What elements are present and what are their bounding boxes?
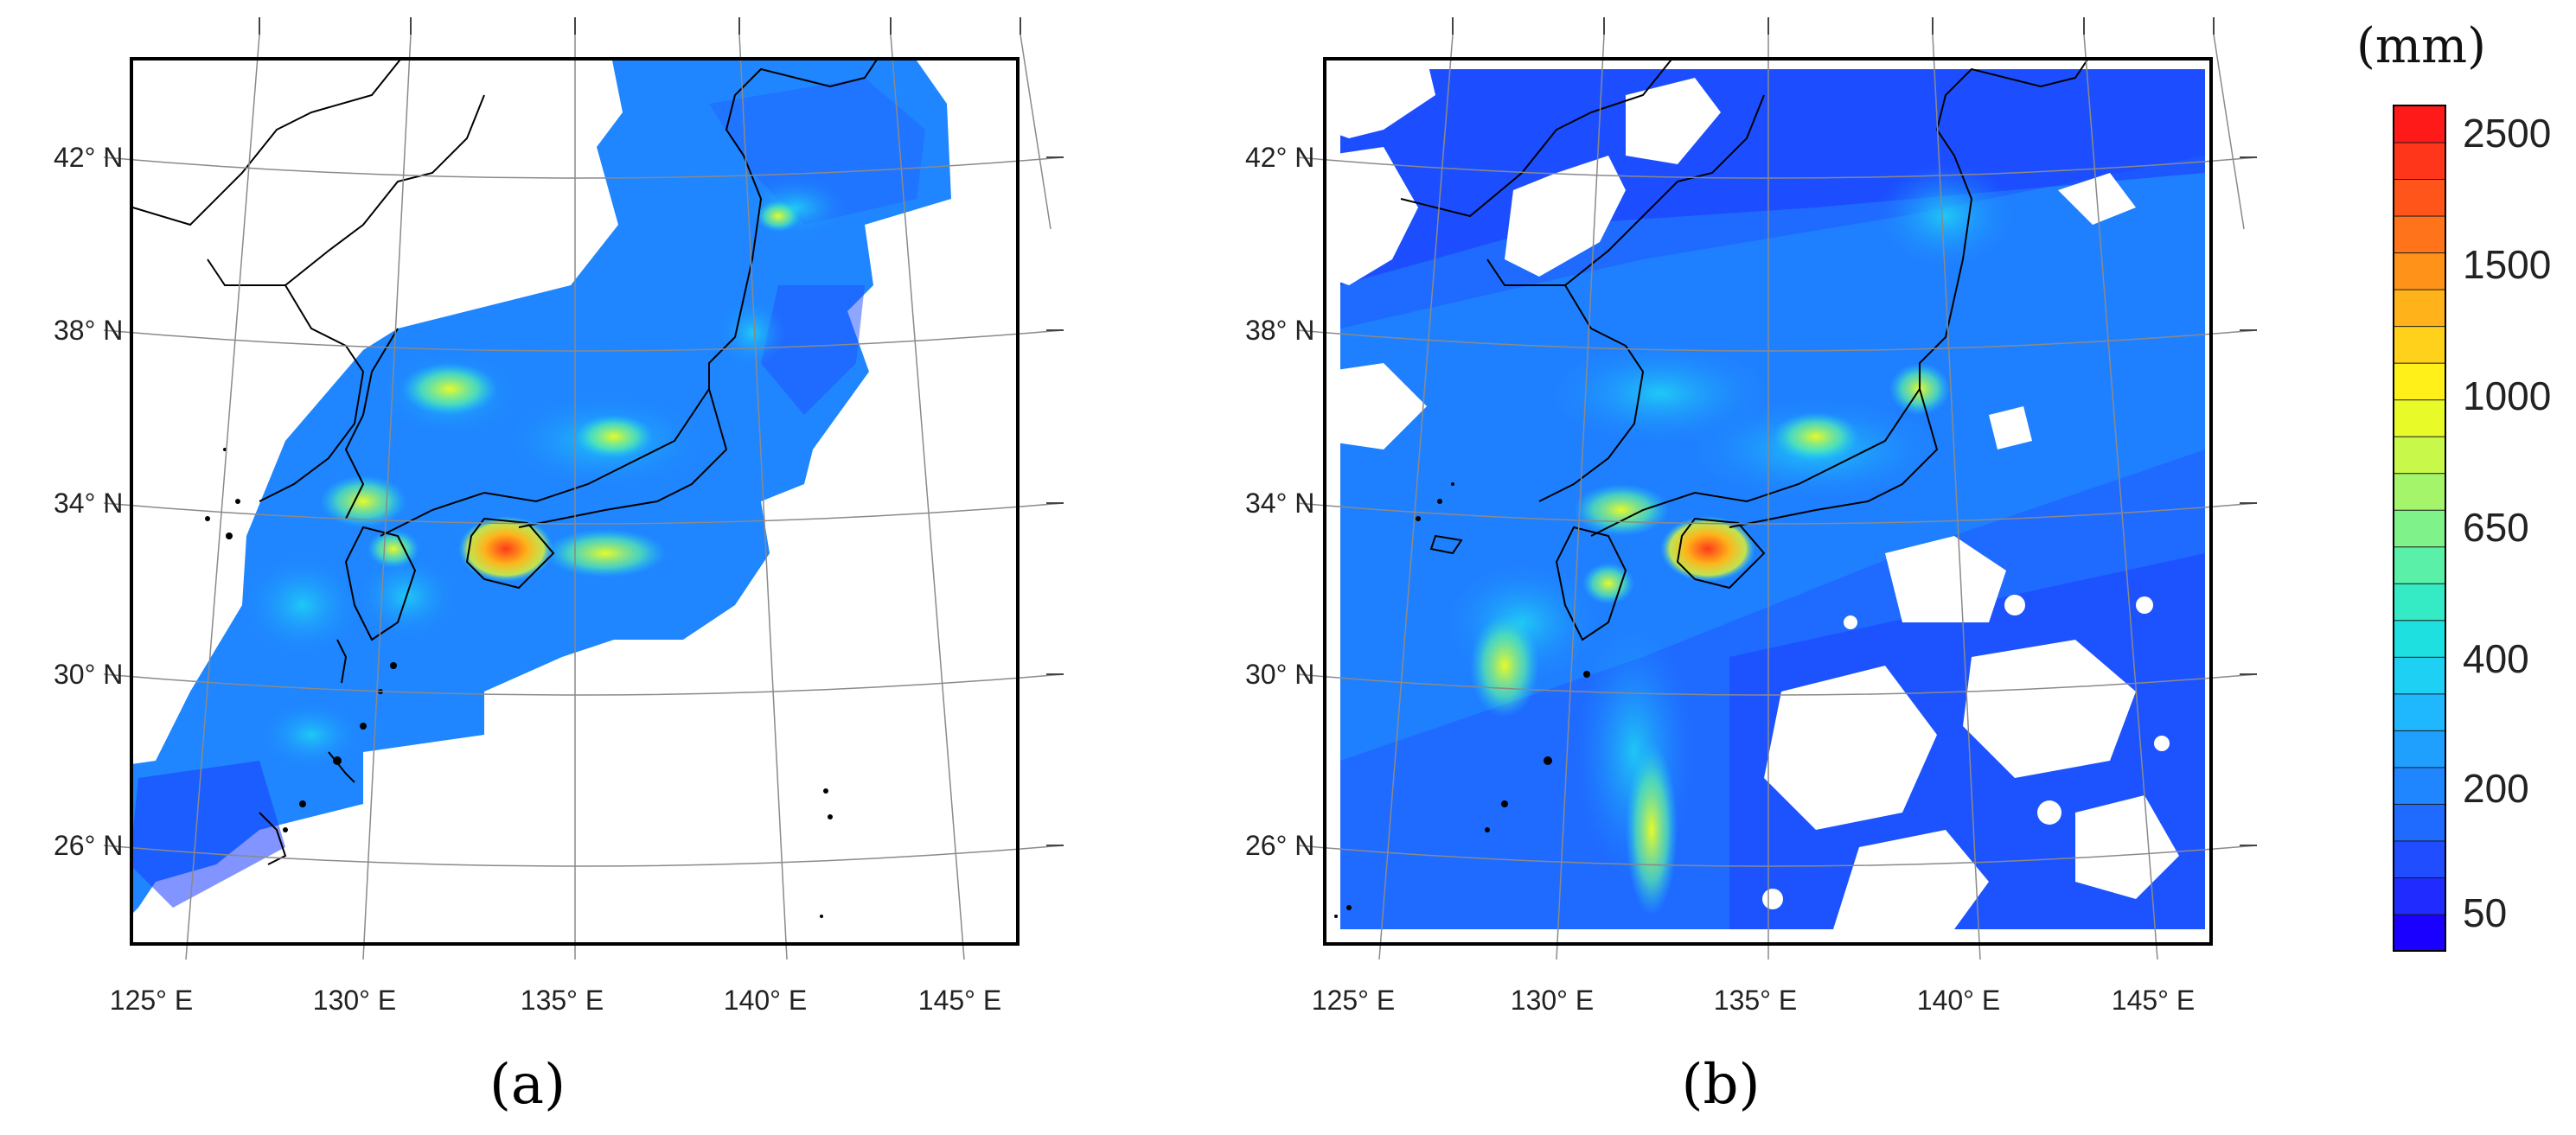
- lat-label-34n: 34° N: [1245, 488, 1314, 519]
- map-frame-b: [1323, 57, 2213, 946]
- lat-label-26n: 26° N: [1245, 830, 1314, 861]
- lat-label-30n: 30° N: [54, 659, 123, 690]
- colorbar-swatch: [2393, 545, 2446, 584]
- panel-label-a: (a): [489, 1053, 566, 1117]
- lon-labels-b: 125° E 130° E 135° E 140° E 145° E: [1312, 985, 2195, 1016]
- no-data-gaps-b: [1325, 59, 2179, 929]
- graticule-b: [1296, 34, 2258, 960]
- colorbar-swatches: [2393, 105, 2446, 952]
- colorbar-label-50: 50: [2463, 890, 2507, 935]
- colorbar-swatch: [2393, 766, 2446, 805]
- lon-label-125e: 125° E: [1312, 985, 1395, 1016]
- colorbar-swatch: [2393, 289, 2446, 328]
- top-ticks-b: [1452, 17, 2257, 846]
- colorbar-swatch: [2393, 105, 2446, 143]
- islands-b: [1334, 482, 1590, 918]
- map-panel-a: 42° N 38° N 34° N 30° N 26° N 125° E 130…: [54, 17, 1064, 1117]
- lon-label-135e: 135° E: [1714, 985, 1797, 1016]
- lat-label-42n: 42° N: [54, 142, 123, 173]
- top-ticks-a: [259, 17, 1064, 846]
- lon-label-140e: 140° E: [724, 985, 807, 1016]
- lat-labels-a: 42° N 38° N 34° N 30° N 26° N: [54, 142, 123, 861]
- colorbar-swatch: [2393, 436, 2446, 475]
- lon-label-145e: 145° E: [918, 985, 1001, 1016]
- precip-field-b: [1325, 59, 2205, 929]
- colorbar-swatch: [2393, 839, 2446, 878]
- map-panel-b: 42° N 38° N 34° N 30° N 26° N 125° E 130…: [1245, 17, 2258, 1117]
- colorbar-swatch: [2393, 803, 2446, 842]
- colorbar-tick-labels: 2500 1500 1000 650 400 200 50: [2463, 111, 2551, 935]
- lon-label-140e: 140° E: [1917, 985, 2000, 1016]
- colorbar-label-1000: 1000: [2463, 373, 2551, 418]
- lat-label-38n: 38° N: [1245, 315, 1314, 346]
- graticule-a: [103, 34, 1064, 960]
- colorbar-label-200: 200: [2463, 766, 2529, 811]
- colorbar-swatch: [2393, 362, 2446, 401]
- lat-label-26n: 26° N: [54, 830, 123, 861]
- colorbar-label-2500: 2500: [2463, 111, 2551, 156]
- colorbar-swatch: [2393, 178, 2446, 217]
- lon-labels-a: 125° E 130° E 135° E 140° E 145° E: [110, 985, 1001, 1016]
- colorbar-swatch: [2393, 142, 2446, 181]
- colorbar-swatch: [2393, 399, 2446, 437]
- precip-field-a: [131, 59, 951, 918]
- colorbar-label-650: 650: [2463, 505, 2529, 550]
- lat-label-38n: 38° N: [54, 315, 123, 346]
- coastline-b: [1400, 59, 2089, 641]
- colorbar-swatch: [2393, 325, 2446, 364]
- colorbar-swatch: [2393, 877, 2446, 915]
- lat-label-30n: 30° N: [1245, 659, 1314, 690]
- colorbar-label-400: 400: [2463, 636, 2529, 681]
- colorbar-label-1500: 1500: [2463, 242, 2551, 287]
- lat-label-42n: 42° N: [1245, 142, 1314, 173]
- lon-label-145e: 145° E: [2112, 985, 2195, 1016]
- colorbar-swatch: [2393, 583, 2446, 622]
- islands-a: [205, 448, 833, 918]
- colorbar-swatch: [2393, 252, 2446, 290]
- lon-label-130e: 130° E: [313, 985, 396, 1016]
- lon-label-130e: 130° E: [1511, 985, 1594, 1016]
- map-frame-a: [130, 57, 1020, 946]
- colorbar-swatch: [2393, 913, 2446, 952]
- lat-label-34n: 34° N: [54, 488, 123, 519]
- colorbar-swatch: [2393, 730, 2446, 768]
- coastline-a: [131, 59, 879, 865]
- colorbar-swatch: [2393, 215, 2446, 254]
- lon-label-135e: 135° E: [521, 985, 604, 1016]
- panel-label-b: (b): [1682, 1053, 1761, 1117]
- lat-labels-b: 42° N 38° N 34° N 30° N 26° N: [1245, 142, 1314, 861]
- colorbar-swatch: [2393, 619, 2446, 658]
- colorbar-swatch: [2393, 472, 2446, 511]
- colorbar-unit-label: (mm): [2356, 18, 2486, 74]
- colorbar-swatch: [2393, 692, 2446, 731]
- colorbar: (mm) 2500 1500 1000 650 400 200 50: [2356, 18, 2551, 952]
- colorbar-frame: [2393, 105, 2446, 952]
- colorbar-swatch: [2393, 509, 2446, 548]
- colorbar-swatch: [2393, 656, 2446, 695]
- lon-label-125e: 125° E: [110, 985, 193, 1016]
